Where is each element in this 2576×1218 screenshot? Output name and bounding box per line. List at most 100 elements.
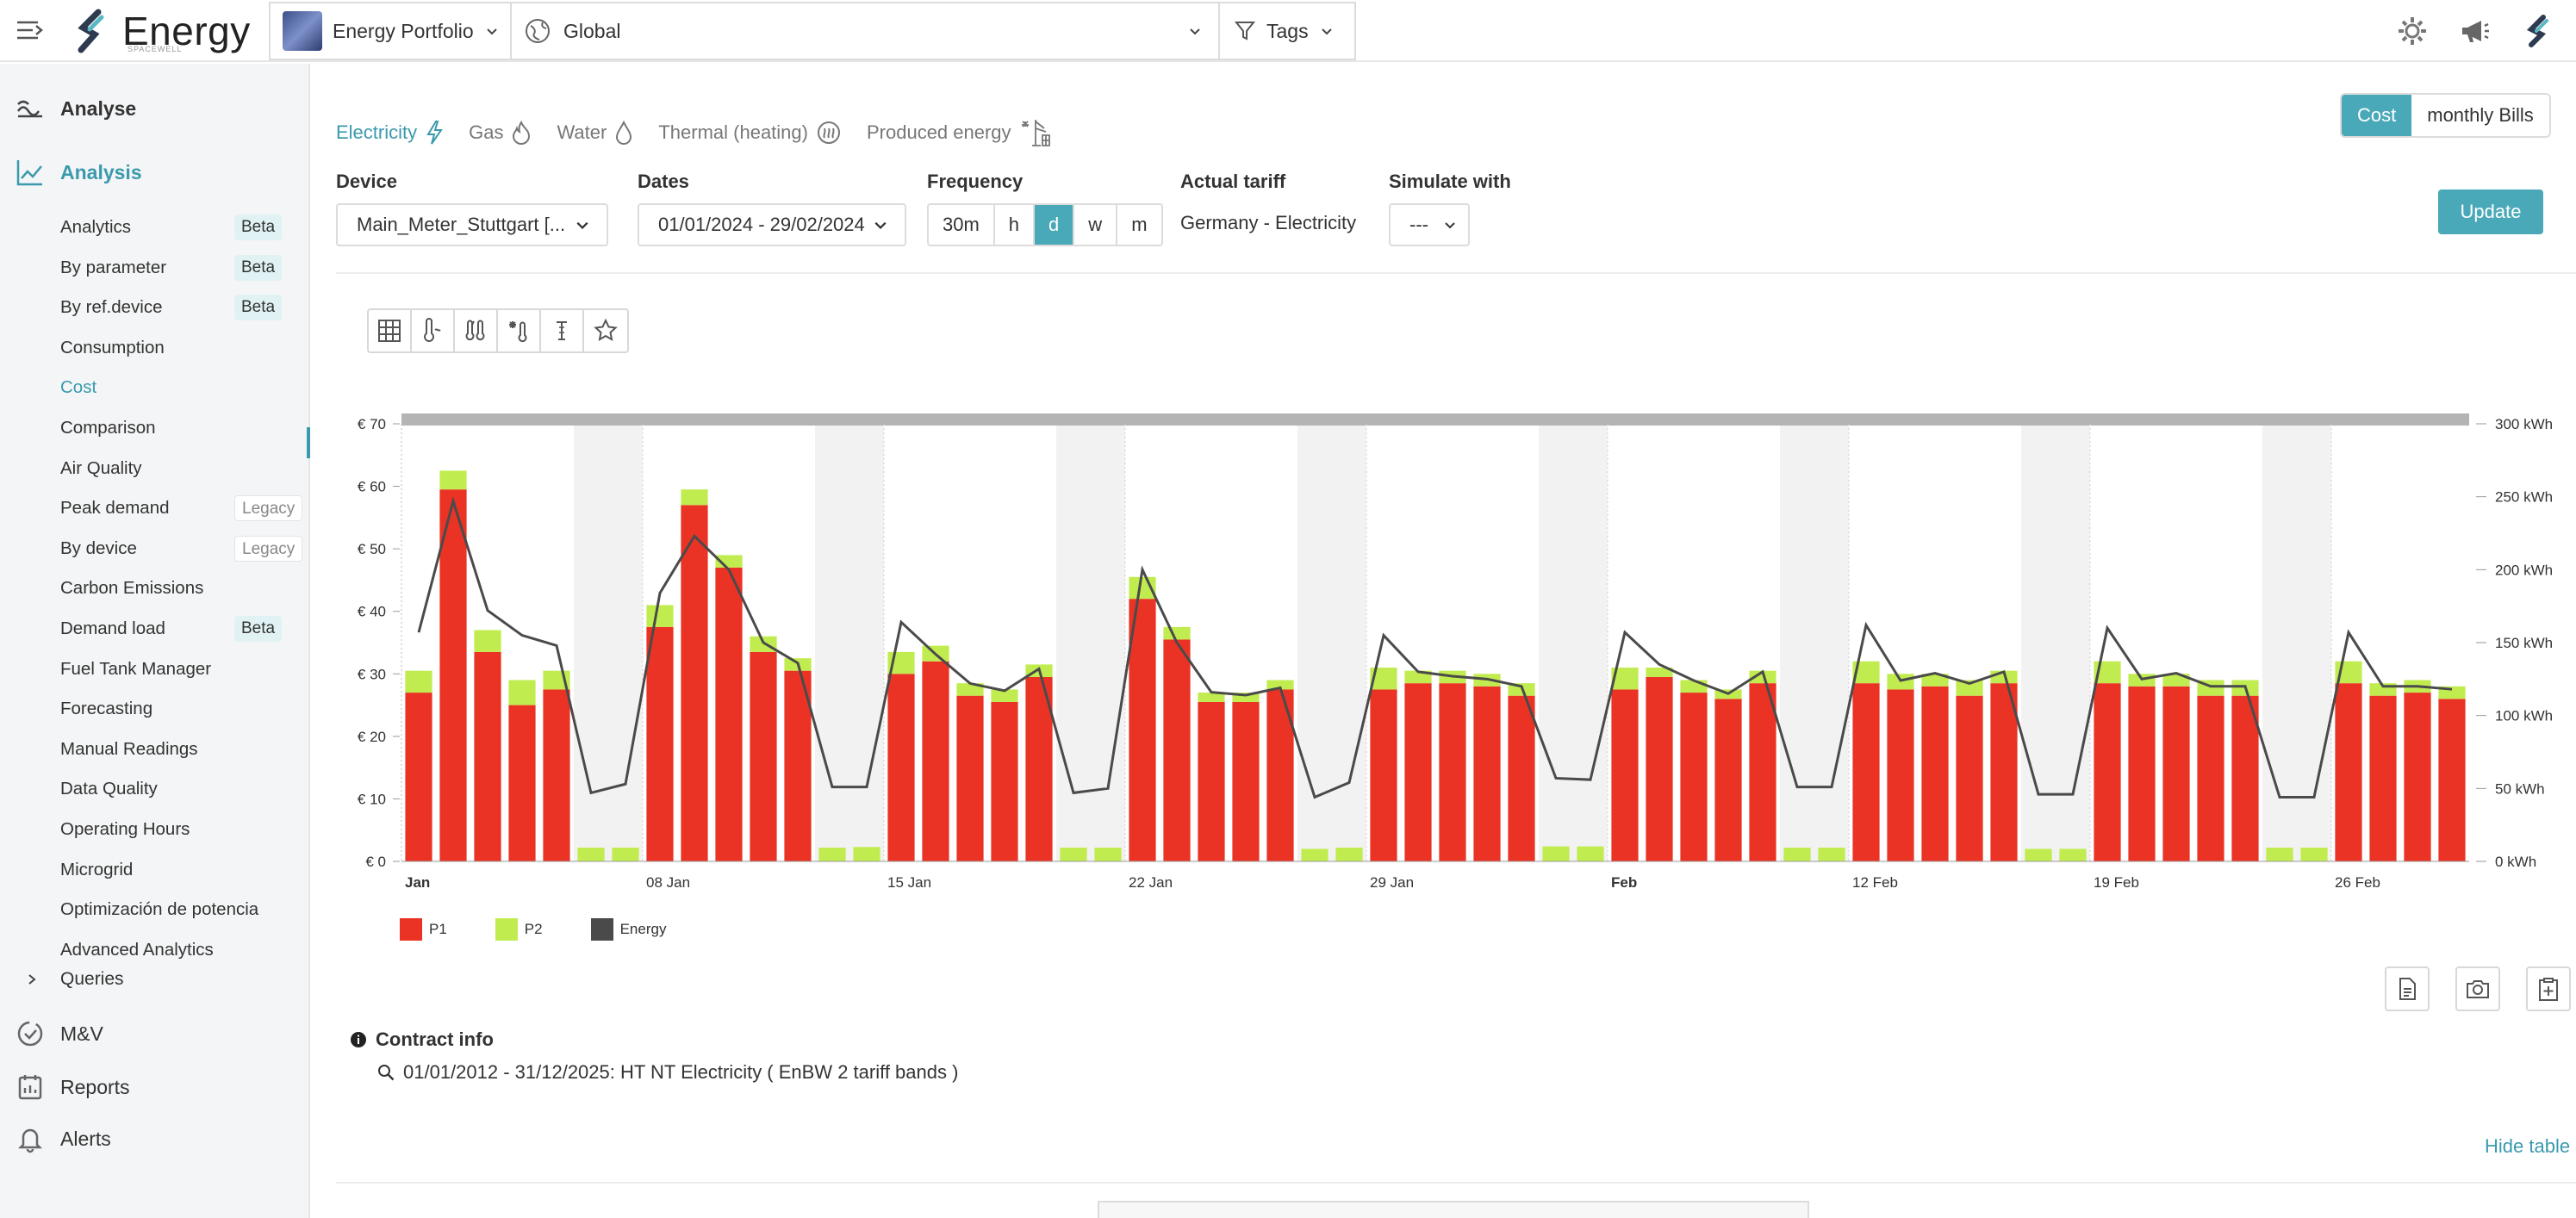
simulate-dropdown[interactable]: --- — [1389, 203, 1470, 246]
freq-w[interactable]: w — [1074, 205, 1118, 245]
sidebar-item-data-quality[interactable]: Data Quality — [60, 779, 158, 799]
cost-view-button[interactable]: Cost — [2342, 95, 2412, 136]
sidebar-item-cost[interactable]: Cost — [60, 377, 97, 398]
contract-entry[interactable]: 01/01/2012 - 31/12/2025: HT NT Electrici… — [377, 1061, 958, 1084]
update-button[interactable]: Update — [2438, 190, 2543, 234]
bar-p2 — [1783, 848, 1811, 861]
hide-table-link[interactable]: Hide table — [2485, 1135, 2571, 1157]
sidebar-item-carbon-emissions[interactable]: Carbon Emissions — [60, 578, 204, 599]
sidebar-analysis-label: Analysis — [60, 160, 142, 183]
dates-dropdown[interactable]: 01/01/2024 - 29/02/2024 — [638, 203, 906, 246]
logo[interactable]: Energy — [74, 7, 251, 55]
bar-p1 — [2438, 699, 2466, 861]
filter-icon — [1234, 22, 1256, 40]
bar-p2 — [474, 630, 501, 652]
export-pdf-button[interactable] — [2385, 966, 2430, 1011]
y-left-tick-label: € 10 — [358, 791, 386, 807]
freq-m[interactable]: m — [1131, 214, 1148, 235]
portfolio-selector[interactable]: Energy Portfolio — [269, 2, 512, 60]
sidebar-item-demand-load[interactable]: Demand load — [60, 618, 165, 638]
sidebar-section-analysis[interactable]: Analysis — [0, 155, 310, 190]
legend-swatch-p1 — [400, 918, 422, 941]
table-icon[interactable] — [369, 310, 412, 351]
bar-p2 — [1956, 680, 1983, 696]
sidebar-item-analytics[interactable]: Analytics — [60, 217, 132, 237]
temperature-icon[interactable] — [412, 310, 455, 351]
tab-produced-label: Produced energy — [866, 121, 1011, 143]
sidebar-item-comparison[interactable]: Comparison — [60, 418, 156, 438]
frequency-selector: 30m h d w m — [927, 203, 1163, 246]
sidebar-section-alerts[interactable]: Alerts — [0, 1122, 310, 1156]
legend-item-p2[interactable]: P2 — [495, 918, 543, 941]
chevron-down-icon — [1321, 28, 1332, 35]
sidebar-item-forecasting[interactable]: Forecasting — [60, 699, 153, 719]
bar-p2 — [508, 680, 536, 705]
sidebar-item-by-ref-device[interactable]: By ref.device — [60, 297, 163, 318]
tags-filter[interactable]: Tags — [1218, 2, 1356, 60]
tab-gas[interactable]: Gas — [469, 121, 531, 145]
report-icon — [18, 1075, 42, 1100]
y-left-tick-label: € 40 — [358, 604, 386, 620]
collapse-menu-icon[interactable] — [16, 17, 45, 43]
bar-p1 — [2231, 695, 2259, 861]
tab-water[interactable]: Water — [557, 121, 632, 145]
sidebar-item-air-quality[interactable]: Air Quality — [60, 457, 142, 478]
contract-title: Contract info — [376, 1028, 494, 1050]
sidebar-section-reports[interactable]: Reports — [0, 1070, 310, 1104]
bar-p2 — [405, 670, 432, 693]
data-table-header — [1098, 1201, 1809, 1218]
sidebar-item-peak-demand[interactable]: Peak demand — [60, 498, 170, 519]
sidebar-item-operating-hours[interactable]: Operating Hours — [60, 819, 190, 839]
sidebar-section-analyse[interactable]: Analyse — [0, 91, 310, 126]
chart-toolbar — [367, 308, 629, 353]
sidebar-item-optimizaci-n-de-potencia[interactable]: Optimización de potencia — [60, 899, 259, 920]
bar-p2 — [1232, 693, 1260, 702]
sidebar-section-mv[interactable]: M&V — [0, 1016, 310, 1051]
tab-electricity[interactable]: Electricity — [336, 121, 444, 145]
gear-icon[interactable] — [2395, 14, 2430, 48]
bar-p2 — [853, 847, 880, 861]
weekend-shade — [1573, 424, 1608, 861]
location-selector[interactable]: Global — [510, 2, 1220, 60]
freq-h[interactable]: h — [995, 205, 1036, 245]
sidebar-item-microgrid[interactable]: Microgrid — [60, 859, 134, 879]
sidebar-item-by-device[interactable]: By device — [60, 538, 137, 558]
x-tick-label: 12 Feb — [1852, 874, 1898, 891]
weekend-shade — [1780, 424, 1814, 861]
sidebar-item-fuel-tank-manager[interactable]: Fuel Tank Manager — [60, 658, 212, 679]
bar-p1 — [1611, 689, 1639, 861]
x-tick-label: Jan — [405, 874, 430, 891]
y-right-tick-label: 200 kWh — [2495, 562, 2553, 578]
legend-item-energy[interactable]: Energy — [590, 918, 666, 941]
bar-p2 — [1577, 846, 1604, 861]
star-icon[interactable] — [584, 310, 627, 351]
sidebar-item-by-parameter[interactable]: By parameter — [60, 257, 167, 277]
sidebar-item-manual-readings[interactable]: Manual Readings — [60, 738, 198, 759]
legend-swatch-energy — [590, 918, 613, 941]
y-right-tick-label: 50 kWh — [2495, 780, 2545, 797]
add-to-clipboard-button[interactable] — [2526, 966, 2571, 1011]
device-dropdown[interactable]: Main_Meter_Stuttgart [... — [336, 203, 608, 246]
badge-legacy: Legacy — [234, 495, 303, 522]
thermometer-icon[interactable] — [541, 310, 584, 351]
tab-produced-energy[interactable]: Produced energy — [867, 118, 1051, 147]
sidebar-item-consumption[interactable]: Consumption — [60, 337, 165, 357]
spacewell-app-icon[interactable] — [2523, 14, 2557, 48]
legend-item-p1[interactable]: P1 — [400, 918, 447, 941]
sidebar-reports-label: Reports — [60, 1075, 130, 1098]
globe-icon — [526, 19, 550, 43]
brand-sub: SPACEWELL — [128, 45, 183, 53]
bar-p1 — [439, 489, 467, 861]
freq-d[interactable]: d — [1035, 205, 1075, 245]
freq-30m[interactable]: 30m — [929, 205, 995, 245]
sidebar-queries[interactable]: Queries — [0, 965, 310, 994]
screenshot-button[interactable] — [2455, 966, 2500, 1011]
tab-thermal[interactable]: Thermal (heating) — [658, 121, 841, 145]
multi-temperature-icon[interactable] — [455, 310, 498, 351]
degree-days-icon[interactable] — [498, 310, 541, 351]
bar-p1 — [543, 689, 570, 861]
chart-line-icon — [16, 160, 42, 186]
sidebar-item-advanced-analytics[interactable]: Advanced Analytics — [60, 939, 214, 960]
monthly-bills-button[interactable]: monthly Bills — [2411, 95, 2549, 136]
megaphone-icon[interactable] — [2457, 14, 2492, 48]
